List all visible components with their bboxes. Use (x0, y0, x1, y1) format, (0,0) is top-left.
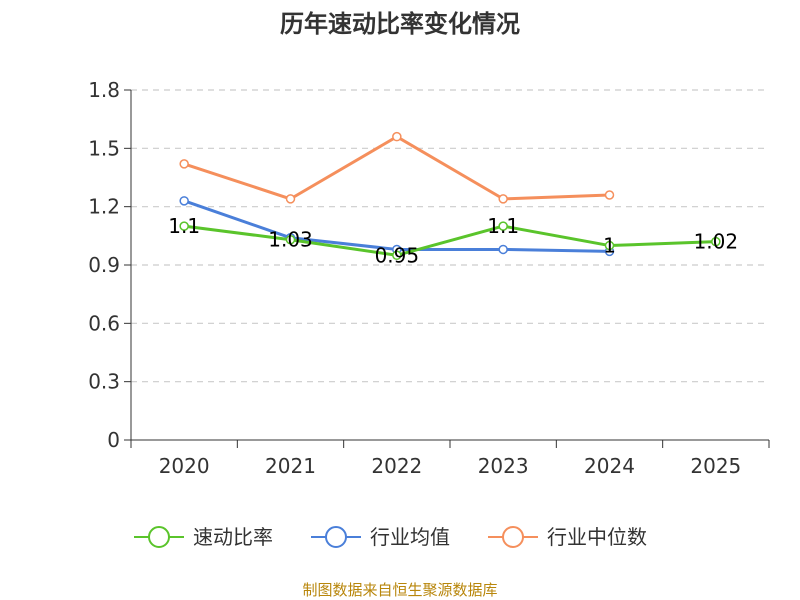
legend-item-0[interactable]: 速动比率 (134, 525, 273, 549)
data-point[interactable] (604, 190, 615, 200)
data-point[interactable] (498, 244, 508, 255)
legend-marker (502, 526, 524, 548)
data-point[interactable] (179, 159, 189, 169)
series-line-0 (183, 224, 716, 257)
data-point[interactable] (711, 236, 721, 247)
legend-label: 行业均值 (370, 525, 450, 549)
y-tick-label: 1.2 (88, 195, 120, 219)
x-tick-label: 2021 (265, 454, 316, 478)
grid (131, 89, 769, 383)
data-point[interactable] (498, 221, 508, 231)
y-tick-label: 0.9 (88, 253, 120, 277)
source-note: 制图数据来自恒生聚源数据库 (302, 581, 497, 599)
series-layer (179, 131, 721, 261)
data-point[interactable] (392, 131, 402, 142)
y-tick-label: 0.6 (88, 311, 120, 335)
data-label: 1.02 (694, 230, 739, 254)
x-tick-label: 2025 (690, 454, 741, 478)
data-point[interactable] (604, 240, 615, 251)
legend-item-1[interactable]: 行业均值 (311, 525, 450, 549)
data-point[interactable] (392, 250, 402, 261)
y-tick-label: 1.8 (88, 78, 120, 102)
legend-item-2[interactable]: 行业中位数 (488, 525, 647, 549)
data-point[interactable] (285, 194, 296, 204)
legend[interactable]: 速动比率 行业均值 行业中位数 (134, 525, 647, 549)
data-label: 0.95 (375, 243, 420, 267)
chart-title: 历年速动比率变化情况 (280, 10, 520, 38)
y-tick-label: 0.3 (88, 370, 120, 394)
axes: 0 0.3 0.6 0.9 1.2 1.5 1.8 2020 2021 2022 2023 2024 2… (88, 78, 770, 478)
x-tick-label: 2022 (371, 454, 422, 478)
data-label: 1 (603, 234, 616, 258)
data-point[interactable] (285, 234, 296, 245)
legend-marker (148, 526, 170, 548)
data-point[interactable] (498, 194, 508, 204)
data-label: 1.1 (168, 214, 200, 238)
series-line-2 (183, 135, 610, 201)
data-labels: 1.1 1.03 0.95 1.1 1 1.02 (168, 214, 738, 267)
data-label: 1.03 (268, 228, 313, 252)
y-tick-label: 0 (107, 428, 120, 452)
legend-marker (325, 526, 347, 548)
data-label: 1.1 (487, 214, 519, 238)
legend-label: 行业中位数 (547, 525, 647, 549)
y-tick-label: 1.5 (88, 136, 120, 160)
legend-label: 速动比率 (193, 525, 273, 549)
x-tick-label: 2024 (584, 454, 635, 478)
data-point[interactable] (179, 221, 189, 231)
data-point[interactable] (179, 196, 189, 206)
x-tick-label: 2023 (478, 454, 529, 478)
x-tick-label: 2020 (159, 454, 210, 478)
